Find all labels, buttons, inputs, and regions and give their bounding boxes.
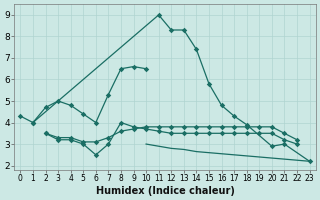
X-axis label: Humidex (Indice chaleur): Humidex (Indice chaleur) — [96, 186, 234, 196]
